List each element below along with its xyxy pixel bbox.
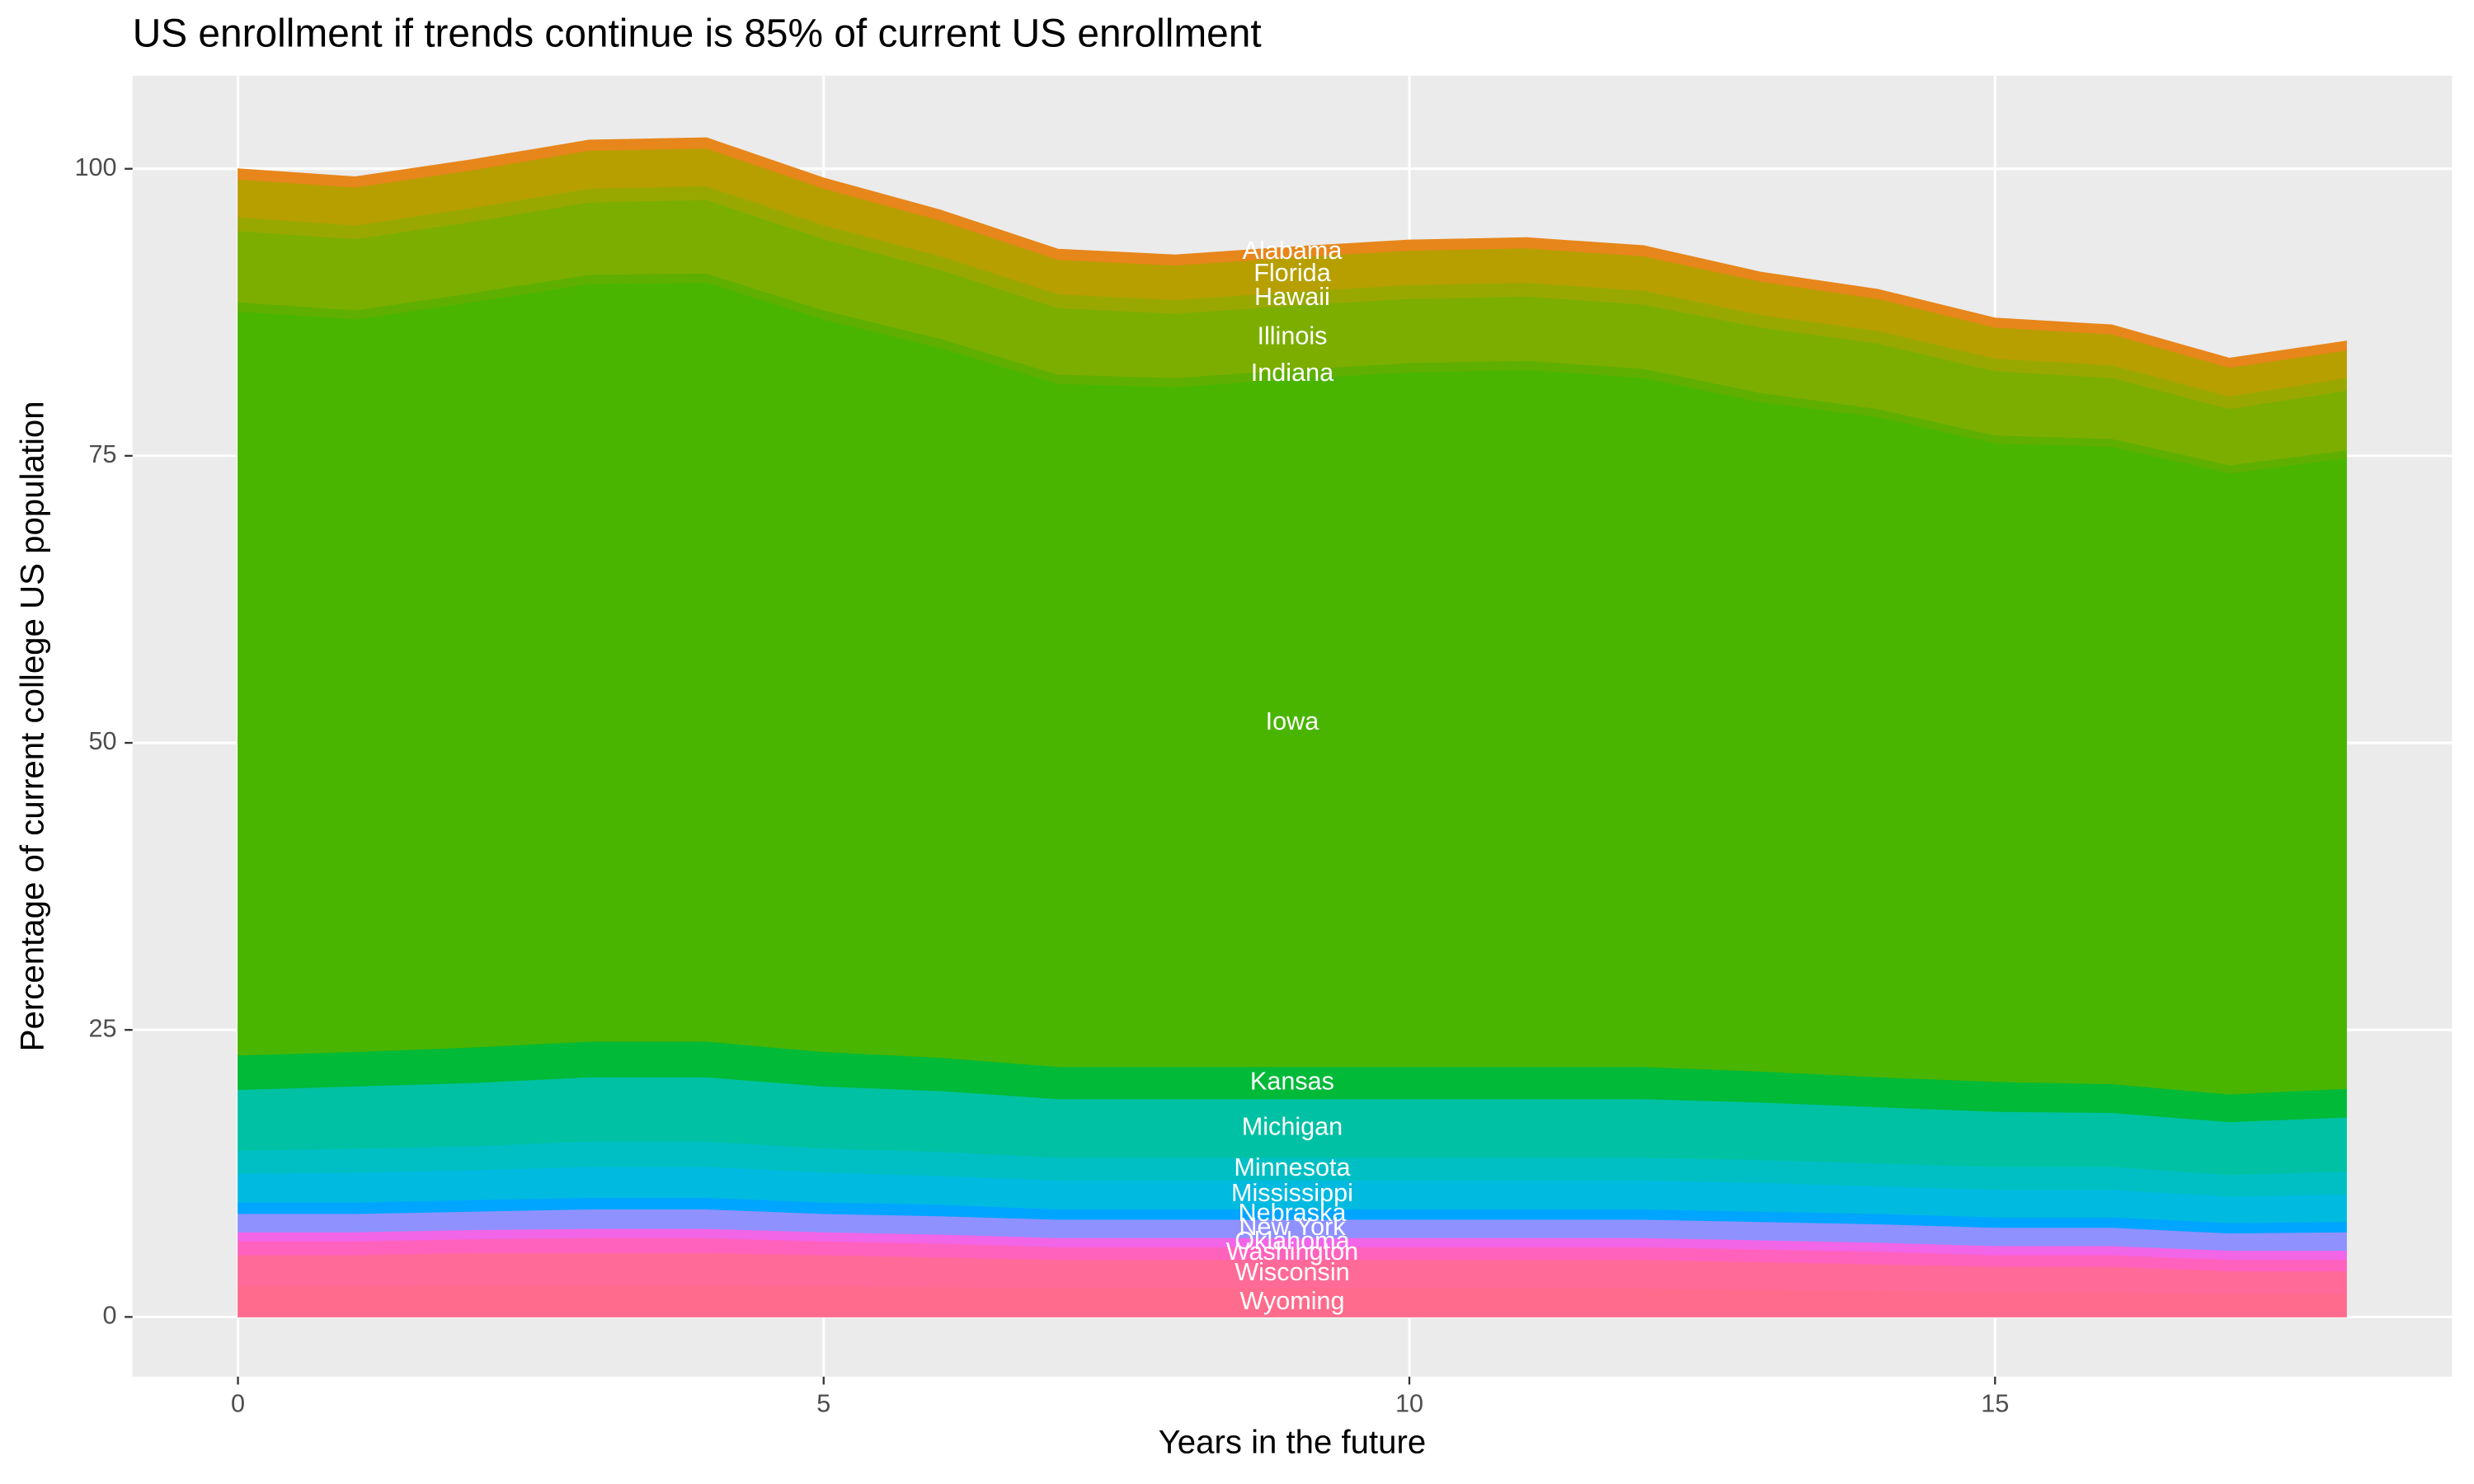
y-tick-label: 25: [89, 1014, 117, 1042]
chart-title: US enrollment if trends continue is 85% …: [133, 12, 1262, 56]
x-tick-label: 5: [816, 1389, 830, 1417]
x-axis-title: Years in the future: [1159, 1424, 1427, 1461]
area-label: New York: [1239, 1213, 1346, 1241]
y-axis-title: Percentage of current college US populat…: [14, 401, 51, 1051]
axes: 0 25 50 75 100 0 5 10 15: [75, 153, 2010, 1418]
area-label: Wisconsin: [1235, 1258, 1349, 1286]
x-tick-label: 10: [1395, 1389, 1423, 1417]
area-label: Illinois: [1257, 322, 1327, 350]
area-label: Washington: [1226, 1237, 1358, 1266]
area-label: Oklahoma: [1235, 1227, 1350, 1255]
area-label: Hawaii: [1254, 283, 1330, 311]
area-label: Kansas: [1250, 1067, 1334, 1095]
area-label: Iowa: [1266, 707, 1320, 735]
area-label: Indiana: [1251, 359, 1334, 387]
area-label: Alabama: [1243, 237, 1343, 265]
x-tick-label: 15: [1981, 1389, 2009, 1417]
area-label: Wyoming: [1239, 1287, 1344, 1315]
area-label: Nebraska: [1238, 1199, 1347, 1227]
y-tick-label: 0: [103, 1301, 117, 1329]
area-label: Mississippi: [1231, 1179, 1353, 1207]
area-label: Minnesota: [1234, 1153, 1351, 1181]
area: [238, 137, 2347, 369]
x-tick-label: 0: [231, 1389, 245, 1417]
y-tick-label: 75: [89, 440, 117, 468]
areas: [238, 137, 2347, 1317]
y-tick-label: 50: [89, 727, 117, 755]
y-tick-label: 100: [75, 153, 117, 181]
area-label: Florida: [1253, 259, 1331, 287]
area-label: Michigan: [1242, 1112, 1343, 1140]
